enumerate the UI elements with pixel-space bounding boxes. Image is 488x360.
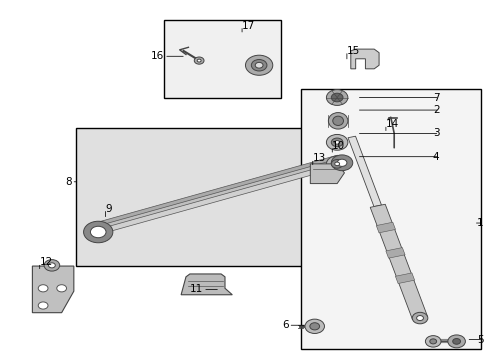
Circle shape [330,155,352,171]
Polygon shape [32,266,74,313]
Circle shape [197,59,201,62]
Polygon shape [97,162,343,234]
Bar [300,89,480,348]
Text: 16: 16 [150,51,163,61]
Text: 17: 17 [242,21,255,31]
Polygon shape [94,155,340,230]
Circle shape [330,159,342,168]
Bar [163,21,281,98]
Circle shape [305,319,324,333]
Circle shape [44,260,60,271]
Bar [76,128,358,266]
Text: 12: 12 [40,257,53,267]
Text: 14: 14 [385,120,398,129]
Circle shape [255,62,263,68]
Text: 9: 9 [105,204,112,214]
Ellipse shape [328,113,347,129]
Polygon shape [395,273,414,284]
Polygon shape [181,274,232,295]
Circle shape [245,55,272,75]
Circle shape [411,312,427,324]
Polygon shape [350,49,378,69]
Circle shape [326,134,347,150]
Circle shape [326,90,347,105]
Text: 6: 6 [281,320,288,330]
Circle shape [336,159,346,166]
Circle shape [330,93,342,102]
Polygon shape [375,222,395,233]
Circle shape [251,59,266,71]
Text: 3: 3 [432,129,439,138]
Circle shape [452,338,460,344]
Text: 10: 10 [331,141,345,151]
Circle shape [416,316,423,320]
Text: 11: 11 [189,284,203,294]
Polygon shape [385,248,404,258]
Circle shape [48,263,55,268]
Circle shape [90,226,106,238]
Circle shape [38,302,48,309]
Circle shape [83,221,113,243]
Polygon shape [95,158,341,232]
Text: 7: 7 [432,93,439,103]
Circle shape [38,285,48,292]
Polygon shape [310,164,344,184]
Text: 4: 4 [432,152,439,162]
Polygon shape [369,204,427,320]
Text: 13: 13 [312,153,325,163]
Circle shape [326,156,347,172]
Circle shape [309,323,319,330]
Circle shape [194,57,203,64]
Ellipse shape [332,116,343,126]
Polygon shape [347,136,381,207]
Circle shape [429,339,436,344]
Text: 2: 2 [432,105,439,115]
Text: 8: 8 [64,177,71,187]
Circle shape [334,162,339,166]
Circle shape [334,140,339,144]
Circle shape [57,285,66,292]
Circle shape [330,138,342,147]
Circle shape [425,336,440,347]
Text: 5: 5 [476,334,483,345]
Circle shape [447,335,465,348]
Text: 15: 15 [346,46,359,56]
Text: 1: 1 [476,218,483,228]
